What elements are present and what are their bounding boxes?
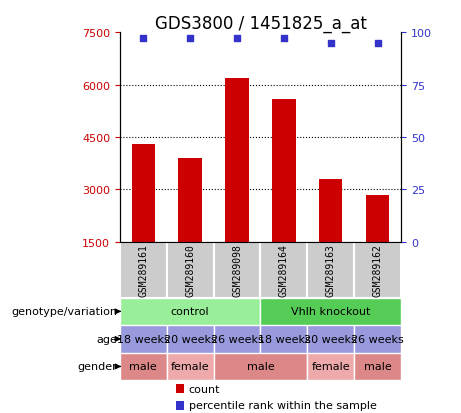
Bar [307, 353, 354, 380]
Point [233, 36, 241, 43]
Text: 26 weeks: 26 weeks [351, 334, 404, 344]
Text: gender: gender [77, 361, 117, 372]
Point [374, 40, 381, 47]
Text: GSM289162: GSM289162 [372, 244, 383, 297]
Point [186, 36, 194, 43]
Bar [167, 353, 213, 380]
Text: male: male [130, 361, 157, 372]
Title: GDS3800 / 1451825_a_at: GDS3800 / 1451825_a_at [154, 15, 366, 33]
Bar [167, 242, 213, 298]
Bar [272, 99, 296, 242]
Bar [120, 353, 167, 380]
Text: age: age [96, 334, 117, 344]
Text: male: male [364, 361, 391, 372]
Text: count: count [189, 384, 220, 394]
Bar [213, 353, 307, 380]
Text: female: female [171, 361, 209, 372]
Bar [120, 242, 167, 298]
Bar [319, 180, 343, 242]
Text: GSM289160: GSM289160 [185, 244, 195, 297]
Text: GSM289163: GSM289163 [326, 244, 336, 297]
Text: genotype/variation: genotype/variation [11, 306, 117, 317]
Bar [176, 384, 184, 393]
Text: control: control [171, 306, 209, 317]
Text: 18 weeks: 18 weeks [258, 334, 310, 344]
Bar [176, 401, 184, 410]
Bar [366, 195, 390, 242]
Text: Vhlh knockout: Vhlh knockout [291, 306, 371, 317]
Bar [260, 242, 307, 298]
Bar [167, 325, 213, 353]
Bar [307, 242, 354, 298]
Bar [260, 298, 401, 325]
Bar [213, 325, 260, 353]
Point [280, 36, 288, 43]
Text: 18 weeks: 18 weeks [117, 334, 170, 344]
Point [140, 36, 147, 43]
Bar [354, 242, 401, 298]
Point [327, 40, 334, 47]
Text: 20 weeks: 20 weeks [164, 334, 217, 344]
Bar [354, 325, 401, 353]
Bar [225, 78, 249, 242]
Text: female: female [312, 361, 350, 372]
Bar [120, 298, 260, 325]
Bar [178, 159, 202, 242]
Text: GSM289098: GSM289098 [232, 244, 242, 297]
Bar [120, 325, 167, 353]
Bar [307, 325, 354, 353]
Text: GSM289161: GSM289161 [138, 244, 148, 297]
Text: male: male [247, 361, 274, 372]
Bar [213, 242, 260, 298]
Text: percentile rank within the sample: percentile rank within the sample [189, 400, 377, 410]
Bar [131, 145, 155, 242]
Bar [354, 353, 401, 380]
Text: GSM289164: GSM289164 [279, 244, 289, 297]
Text: 20 weeks: 20 weeks [304, 334, 357, 344]
Text: 26 weeks: 26 weeks [211, 334, 263, 344]
Bar [260, 325, 307, 353]
